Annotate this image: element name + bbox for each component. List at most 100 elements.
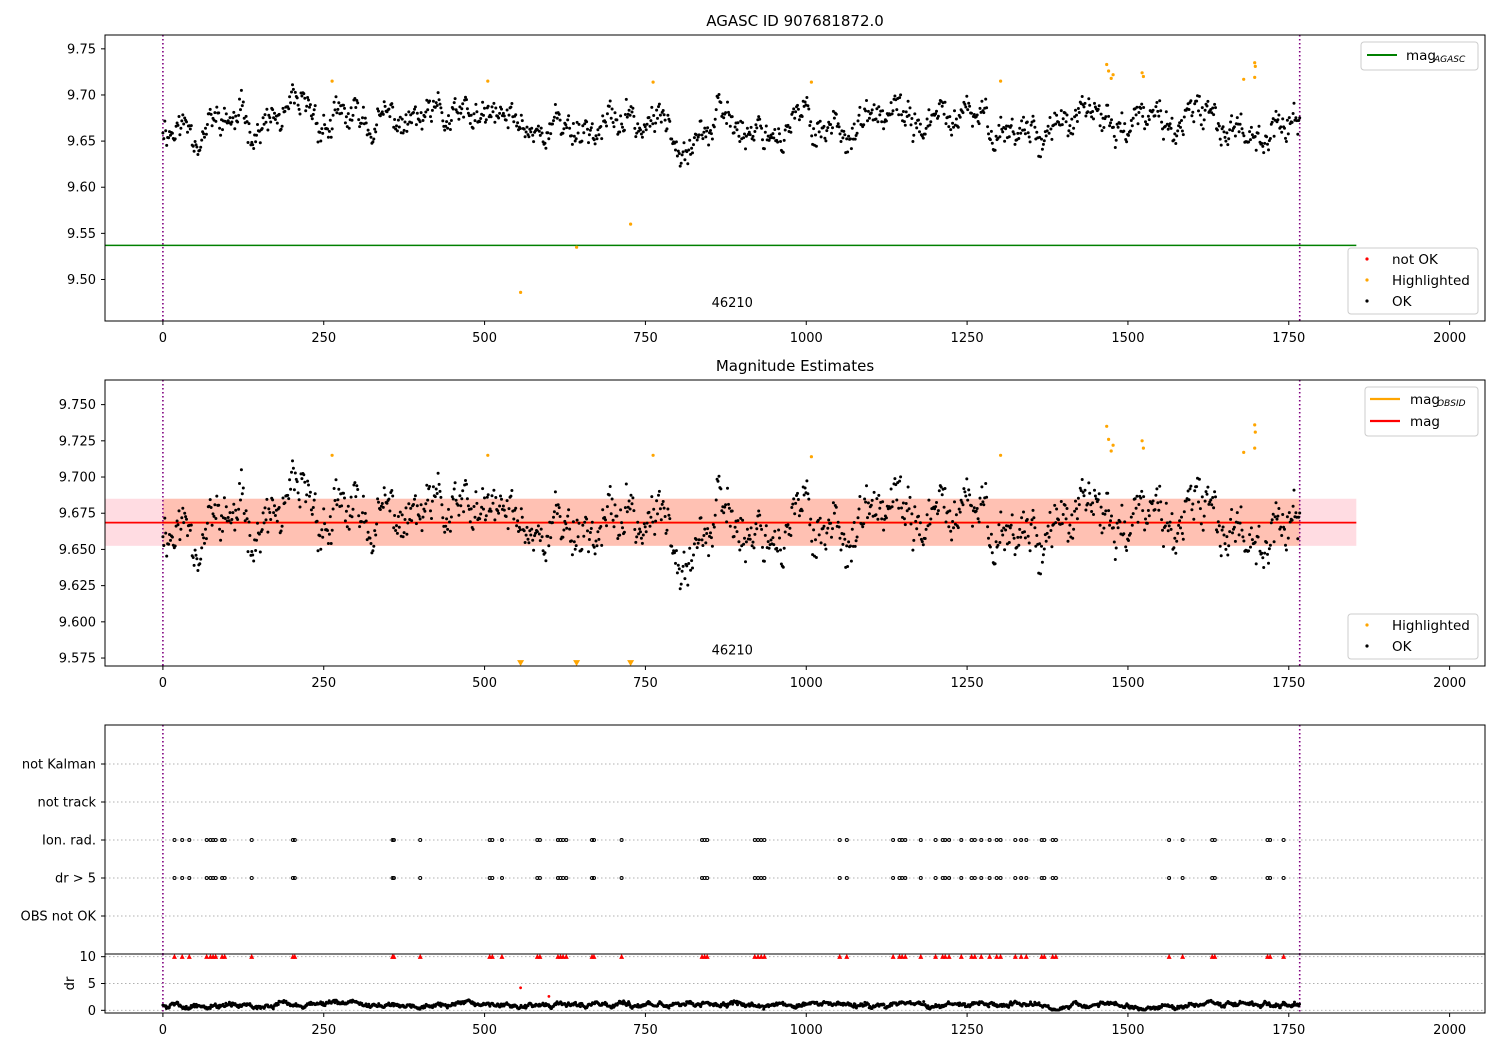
ok-point — [724, 111, 728, 115]
ok-point — [1025, 120, 1029, 124]
ok-point — [1040, 544, 1043, 548]
ok-point — [465, 98, 468, 102]
ok-point — [1118, 121, 1122, 125]
ok-point — [343, 121, 347, 125]
ok-point — [371, 549, 375, 553]
ok-point — [1176, 129, 1180, 133]
ok-point — [533, 534, 537, 538]
ok-point — [943, 100, 947, 104]
ok-point — [1181, 133, 1185, 137]
ok-point — [366, 530, 370, 534]
ok-point — [1247, 549, 1251, 553]
ok-point — [948, 509, 952, 513]
ok-point — [831, 501, 835, 505]
ok-point — [273, 118, 277, 121]
dr-capped-marker — [213, 953, 219, 959]
ok-point — [377, 109, 380, 113]
highlighted-point — [330, 79, 334, 83]
ok-point — [950, 133, 954, 137]
ok-point — [1151, 499, 1155, 503]
ok-point — [911, 140, 915, 143]
ok-point — [162, 137, 166, 141]
x-tick-label: 750 — [633, 676, 658, 691]
flag-marker — [947, 838, 952, 842]
ok-point — [1083, 488, 1087, 492]
ok-point — [239, 88, 243, 92]
ok-point — [1055, 113, 1059, 117]
ok-point — [400, 117, 404, 121]
ok-point — [360, 121, 363, 125]
ok-point — [925, 117, 929, 121]
ok-point — [1213, 102, 1217, 106]
ok-point — [692, 553, 695, 557]
ok-point — [792, 107, 796, 111]
ok-point — [413, 107, 416, 111]
ok-point — [1124, 545, 1128, 549]
ok-point — [1256, 131, 1260, 135]
ok-point — [184, 515, 188, 519]
ok-point — [248, 130, 252, 134]
ok-point — [1249, 545, 1252, 549]
ok-point — [605, 112, 609, 116]
ok-point — [763, 130, 767, 134]
ok-point — [373, 529, 377, 533]
highlighted-point — [330, 453, 334, 457]
ok-point — [841, 542, 845, 546]
ok-point — [196, 153, 200, 156]
ok-point — [489, 509, 493, 513]
ok-point — [839, 548, 843, 552]
y-tick-label: 9.700 — [59, 471, 96, 486]
ok-point — [846, 565, 850, 568]
ok-point — [681, 564, 685, 568]
ok-point — [563, 519, 567, 523]
ok-point — [1230, 508, 1234, 511]
ok-point — [1214, 495, 1217, 499]
dr-point — [208, 1007, 212, 1010]
ok-point — [741, 518, 745, 522]
ok-point — [939, 485, 943, 489]
ok-point — [418, 517, 422, 521]
ok-point — [507, 507, 511, 511]
highlighted-point — [1140, 71, 1144, 75]
ok-point — [219, 538, 223, 542]
ok-point — [858, 105, 862, 109]
ok-point — [1284, 136, 1287, 140]
highlighted-point — [629, 222, 633, 226]
ok-point — [796, 107, 800, 111]
ok-point — [680, 153, 684, 157]
ok-point — [1045, 531, 1049, 535]
dr-point — [1009, 1000, 1013, 1004]
ok-point — [549, 536, 553, 540]
ok-point — [1269, 521, 1273, 525]
ok-point — [1166, 529, 1170, 533]
ok-point — [791, 110, 795, 114]
ok-point — [537, 532, 541, 536]
ok-point — [517, 530, 520, 533]
ok-point — [536, 524, 540, 528]
ok-point — [764, 524, 768, 528]
ok-point — [846, 150, 850, 154]
ok-point — [1100, 531, 1104, 535]
ok-point — [1116, 125, 1120, 129]
ok-point — [302, 92, 306, 96]
ok-point — [390, 489, 394, 492]
ok-point — [323, 522, 327, 526]
ok-point — [439, 106, 443, 110]
ok-point — [1004, 127, 1008, 131]
ok-point — [221, 529, 224, 533]
ok-point — [1170, 512, 1174, 516]
ok-point — [570, 134, 573, 138]
ok-point — [797, 514, 801, 518]
ok-point — [940, 104, 944, 108]
ok-point — [353, 481, 357, 485]
ok-point — [918, 130, 921, 134]
ok-point — [1242, 539, 1246, 543]
ok-point — [244, 509, 248, 513]
ok-point — [1016, 131, 1020, 135]
ok-point — [1076, 496, 1080, 500]
ok-point — [406, 521, 410, 525]
x-tick-label: 1500 — [1111, 331, 1144, 346]
ok-point — [515, 124, 519, 128]
obsid-label: 46210 — [712, 296, 753, 311]
